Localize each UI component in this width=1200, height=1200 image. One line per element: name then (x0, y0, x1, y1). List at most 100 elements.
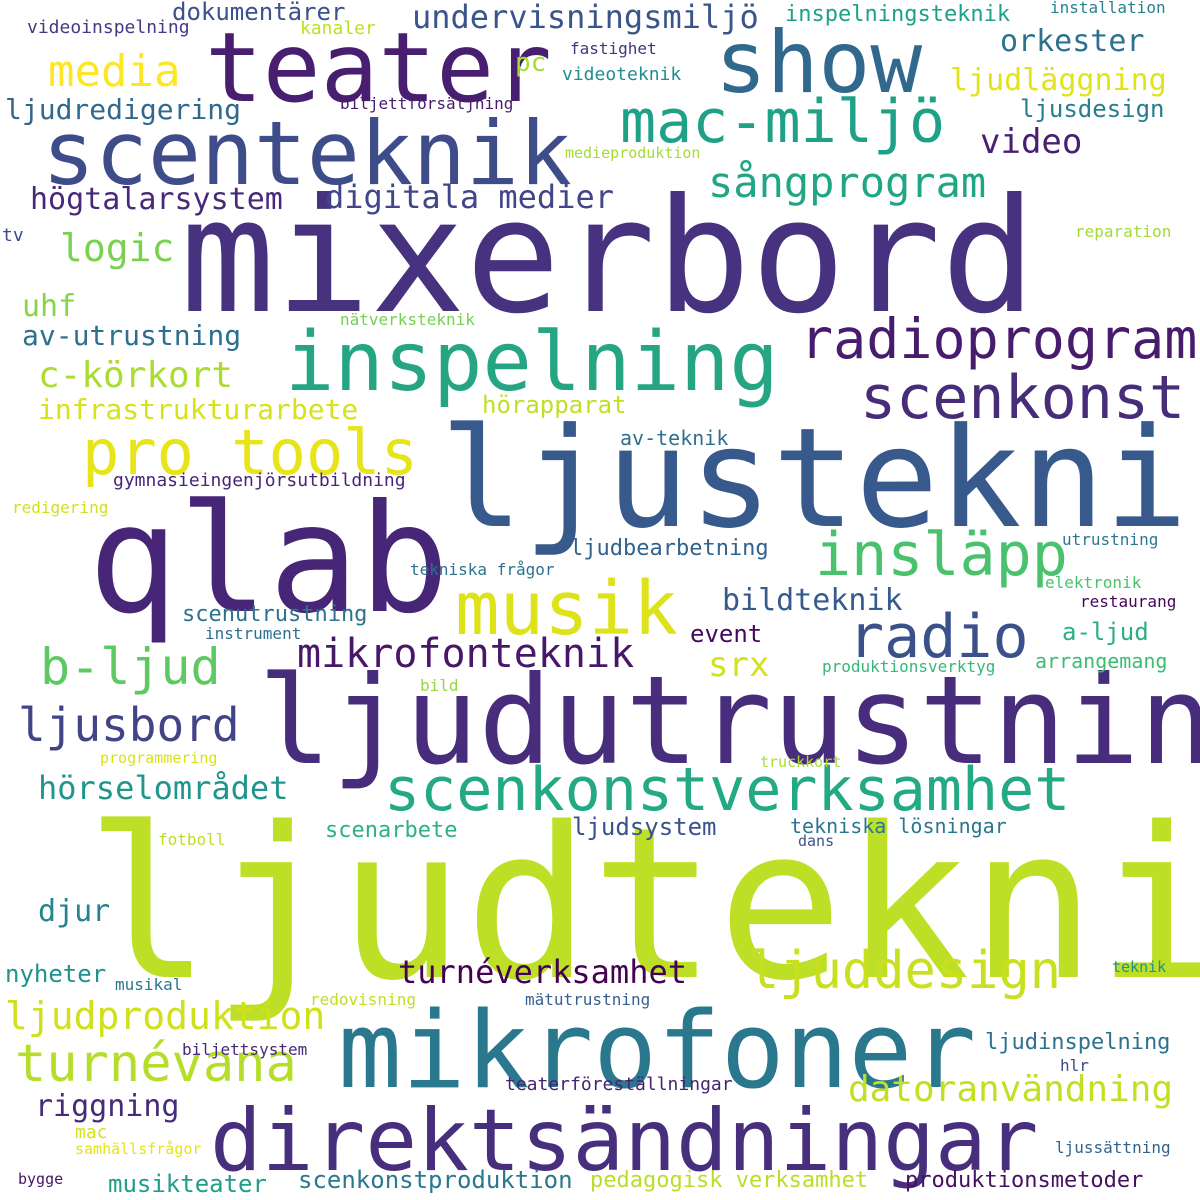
word-inspelning: inspelning (285, 315, 779, 410)
word-qlab: qlab (88, 473, 450, 647)
word-uhf: uhf (22, 289, 77, 324)
word-bygge: bygge (18, 1170, 64, 1188)
word-ljudlaggning: ljudläggning (950, 63, 1167, 98)
word-scenkonstproduktion: scenkonstproduktion (298, 1166, 573, 1194)
word-ljusbord: ljusbord (18, 698, 240, 752)
word-video: video (980, 122, 1083, 162)
word-produktionsmetoder: produktionsmetoder (905, 1168, 1144, 1193)
word-videoinspelning: videoinspelning (27, 17, 190, 38)
word-ljudbearbetning: ljudbearbetning (570, 536, 769, 561)
word-mikrofoner: mikrofoner (338, 989, 977, 1112)
word-hlr: hlr (1060, 1056, 1089, 1075)
word-media: media (48, 46, 181, 97)
word-radioprogram: radioprogram (800, 307, 1198, 371)
word-ljudteknik: ljudteknik (85, 782, 1200, 1027)
word-tv: tv (2, 225, 24, 246)
word-undervisningsmiljo: undervisningsmiljö (412, 0, 759, 36)
word-nyheter: nyheter (5, 960, 107, 988)
word-installation: installation (1050, 0, 1166, 17)
word-scenteknik: scenteknik (42, 102, 572, 205)
word-turneverksamhet: turnéverksamhet (398, 953, 687, 991)
word-ljuddesign: ljuddesign (748, 941, 1062, 1001)
word-matutrustning: mätutrustning (525, 990, 651, 1009)
word-c-korkort: c-körkort (38, 355, 234, 396)
word-hogtalarsystem: högtalarsystem (30, 182, 283, 217)
word-scenutrustning: scenutrustning (182, 602, 368, 627)
word-programmering: programmering (100, 749, 218, 767)
word-scenkonstverksamhet: scenkonstverksamhet (384, 755, 1071, 825)
word-samhallsfragor: samhällsfrågor (75, 1140, 202, 1158)
word-biljettsystem: biljettsystem (182, 1040, 308, 1059)
word-datoranvandning: datoranvändning (848, 1069, 1174, 1110)
word-radio: radio (848, 602, 1029, 672)
word-ljudredigering: ljudredigering (5, 93, 242, 126)
word-sangprogram: sångprogram (708, 158, 987, 207)
word-mac-miljo: mac-miljö (620, 87, 946, 157)
word-horselomradet: hörselområdet (38, 769, 289, 807)
word-musikteater: musikteater (108, 1170, 267, 1198)
word-b-ljud: b-ljud (40, 638, 221, 696)
word-inspelningsteknik: inspelningsteknik (785, 2, 1011, 27)
word-produktionsverktyg: produktionsverktyg (822, 657, 996, 676)
word-medieproduktion: medieproduktion (565, 144, 701, 162)
word-teater: teater (205, 12, 552, 124)
word-ljudproduktion: ljudproduktion (5, 994, 326, 1038)
word-pc: pc (515, 48, 547, 78)
word-fastighet: fastighet (570, 39, 657, 58)
word-orkester: orkester (1000, 24, 1145, 59)
word-event: event (690, 620, 763, 648)
word-bildteknik: bildteknik (722, 583, 903, 618)
word-direktsandningar: direktsändningar (210, 1091, 1039, 1191)
word-bild: bild (420, 676, 459, 695)
word-ljusteknik: ljusteknik (440, 398, 1200, 559)
word-turnevana: turnévana (15, 1034, 297, 1094)
word-pro-tools: pro tools (82, 416, 418, 489)
word-tekniska-losningar: tekniska lösningar (790, 814, 1007, 838)
word-dans: dans (798, 832, 835, 850)
word-natverksteknik: nätverksteknik (340, 310, 475, 329)
word-horapparat: hörapparat (482, 391, 627, 419)
word-show: show (715, 13, 923, 113)
word-videoteknik: videoteknik (562, 64, 682, 85)
word-fotboll: fotboll (158, 830, 226, 849)
word-truckkort: truckkort (760, 753, 842, 771)
word-redovisning: redovisning (310, 990, 416, 1009)
word-srx: srx (708, 645, 770, 685)
word-arrangemang: arrangemang (1035, 649, 1168, 673)
word-pedagogisk-verksamhet: pedagogisk verksamhet (590, 1168, 869, 1193)
word-ljudinspelning: ljudinspelning (985, 1030, 1171, 1055)
word-musikal: musikal (115, 975, 183, 994)
word-mikrofonteknik: mikrofonteknik (297, 631, 635, 677)
word-tekniska-fragor: tekniska frågor (410, 560, 555, 579)
word-av-utrustning: av-utrustning (22, 319, 242, 352)
word-restaurang: restaurang (1080, 592, 1177, 611)
word-instrument: instrument (205, 624, 302, 643)
word-ljudutrustning: ljudutrustning (258, 650, 1200, 792)
word-scenarbete: scenarbete (325, 818, 458, 843)
word-av-teknik: av-teknik (620, 426, 729, 450)
word-teaterforestallningar: teaterföreställningar (505, 1074, 733, 1095)
word-infrastrukturarbete: infrastrukturarbete (38, 393, 359, 426)
word-scenkonst: scenkonst (860, 363, 1186, 433)
word-musik: musik (455, 566, 678, 652)
word-gymnasieingenjorsutbildning: gymnasieingenjörsutbildning (113, 470, 406, 491)
word-ljussattning: ljussättning (1055, 1138, 1171, 1157)
word-digitala-medier: digitala medier (325, 178, 614, 216)
word-djur: djur (38, 894, 111, 929)
word-inslapp: insläpp (815, 520, 1068, 590)
word-mixerbord: mixerbord (180, 165, 1037, 349)
word-kanaler: kanaler (300, 18, 376, 39)
word-mac: mac (75, 1122, 108, 1143)
word-teknik: teknik (1112, 958, 1167, 976)
word-ljudsystem: ljudsystem (572, 813, 717, 841)
word-dokumentarer: dokumentärer (172, 0, 346, 26)
word-biljettforsaljning: biljettförsäljning (340, 94, 514, 113)
word-a-ljud: a-ljud (1062, 618, 1149, 646)
word-ljusdesign: ljusdesign (1020, 95, 1165, 123)
word-logic: logic (60, 226, 175, 270)
word-reparation: reparation (1075, 222, 1172, 241)
word-riggning: riggning (35, 1089, 180, 1124)
word-elektronik: elektronik (1045, 573, 1142, 592)
word-redigering: redigering (12, 498, 109, 517)
